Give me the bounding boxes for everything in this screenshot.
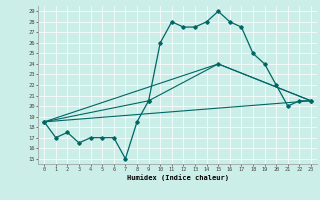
X-axis label: Humidex (Indice chaleur): Humidex (Indice chaleur) — [127, 174, 228, 181]
